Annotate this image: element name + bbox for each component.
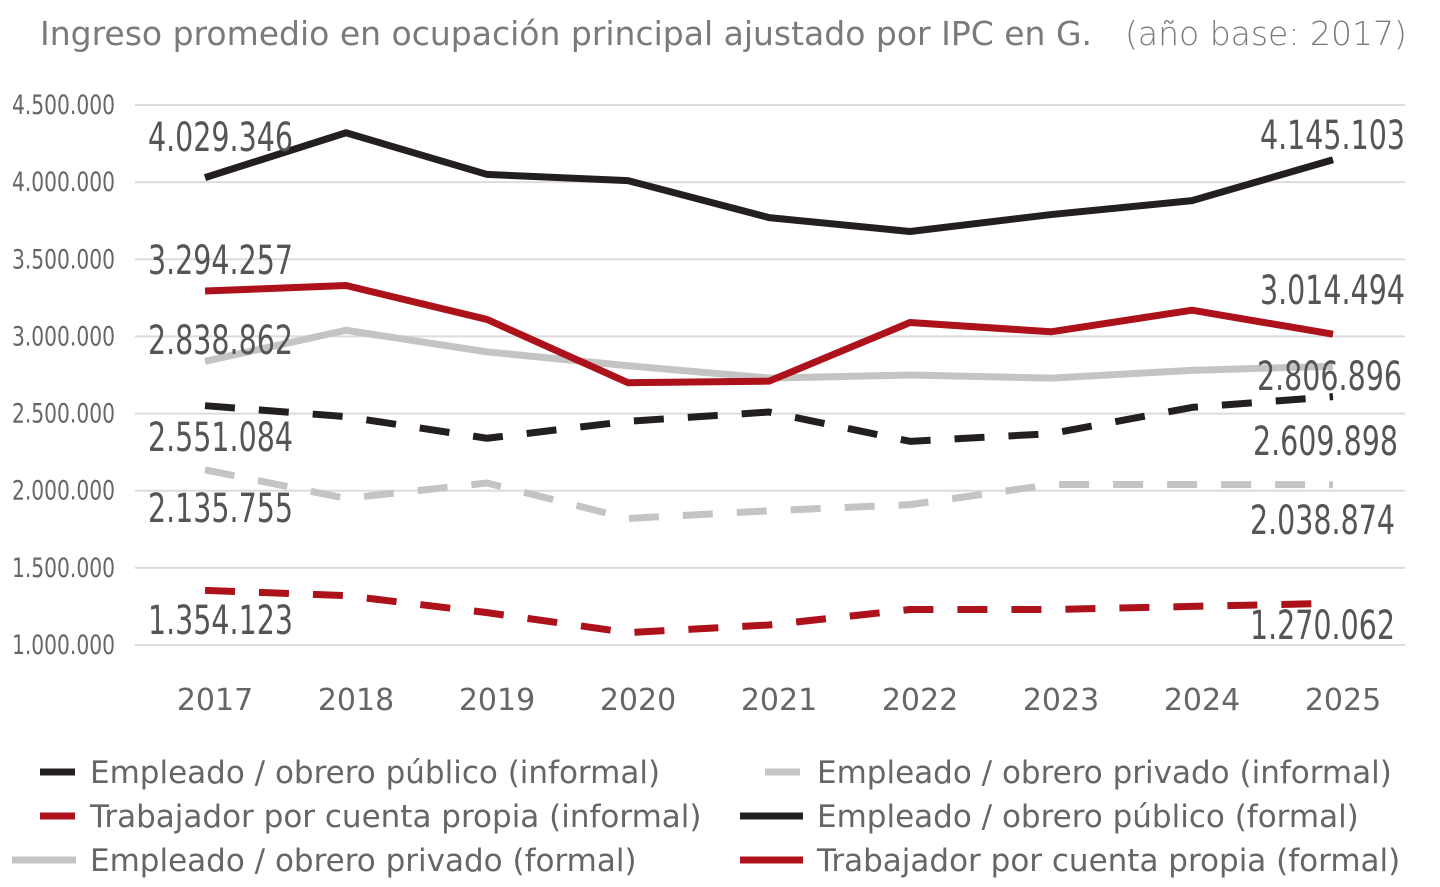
x-tick-label: 2025 xyxy=(1305,683,1381,718)
x-tick-label: 2023 xyxy=(1023,683,1099,718)
legend: Empleado / obrero público (informal) Empl… xyxy=(12,755,1400,879)
data-label: 3.014.494 xyxy=(1260,268,1405,314)
x-tick-label: 2019 xyxy=(459,683,535,718)
series-line xyxy=(203,129,1334,236)
data-label: 1.354.123 xyxy=(148,598,293,644)
x-tick-label: 2017 xyxy=(177,683,253,718)
series-line xyxy=(204,586,1334,637)
data-label: 3.294.257 xyxy=(148,238,293,284)
chart-subtitle: (año base: 2017) xyxy=(1125,14,1407,53)
data-label: 2.038.874 xyxy=(1250,498,1395,544)
legend-label: Trabajador por cuenta propia (formal) xyxy=(816,843,1400,879)
y-tick-label: 1.000.000 xyxy=(12,630,115,661)
legend-label: Empleado / obrero privado (informal) xyxy=(817,755,1392,791)
legend-label: Trabajador por cuenta propia (informal) xyxy=(89,799,702,835)
data-label: 2.806.896 xyxy=(1257,354,1402,400)
y-tick-label: 2.500.000 xyxy=(12,399,115,430)
x-tick-label: 2022 xyxy=(882,683,958,718)
data-labels: 2.551.084 2.609.898 2.135.755 2.038.874 1.35… xyxy=(148,113,1405,649)
chart-title: Ingreso promedio en ocupación principal … xyxy=(40,14,1092,53)
gridlines xyxy=(135,104,1405,646)
data-label: 4.029.346 xyxy=(148,115,293,161)
x-tick-label: 2021 xyxy=(741,683,817,718)
y-axis: 1.000.000 1.500.000 2.000.000 2.500.000 3.00… xyxy=(12,90,115,661)
data-label: 2.551.084 xyxy=(148,415,293,461)
data-label: 1.270.062 xyxy=(1250,603,1395,649)
y-tick-label: 3.000.000 xyxy=(12,321,115,352)
series-line xyxy=(204,282,1334,387)
y-tick-label: 2.000.000 xyxy=(12,476,115,507)
legend-label: Empleado / obrero público (informal) xyxy=(90,755,660,791)
legend-label: Empleado / obrero público (formal) xyxy=(817,799,1359,835)
y-tick-label: 4.000.000 xyxy=(12,167,115,198)
data-label: 4.145.103 xyxy=(1260,113,1405,159)
series-line xyxy=(204,393,1334,445)
y-tick-label: 1.500.000 xyxy=(12,553,115,584)
x-axis: 2017 2018 2019 2020 2021 2022 2023 2024 2025 xyxy=(177,683,1381,718)
data-label: 2.609.898 xyxy=(1253,419,1398,465)
data-label: 2.838.862 xyxy=(148,318,293,364)
y-tick-label: 4.500.000 xyxy=(12,90,115,121)
series-lines xyxy=(203,129,1334,637)
x-tick-label: 2020 xyxy=(600,683,676,718)
data-label: 2.135.755 xyxy=(148,486,293,532)
y-tick-label: 3.500.000 xyxy=(12,244,115,275)
series-line xyxy=(204,326,1334,382)
x-tick-label: 2018 xyxy=(318,683,394,718)
x-tick-label: 2024 xyxy=(1164,683,1240,718)
legend-label: Empleado / obrero privado (formal) xyxy=(90,843,637,879)
series-line xyxy=(204,466,1334,522)
